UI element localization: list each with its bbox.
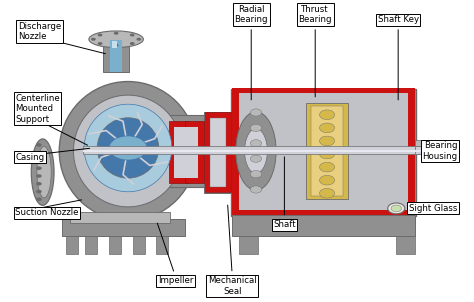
FancyBboxPatch shape bbox=[306, 103, 348, 199]
Circle shape bbox=[391, 205, 401, 212]
Circle shape bbox=[319, 110, 335, 120]
FancyBboxPatch shape bbox=[109, 235, 121, 254]
FancyBboxPatch shape bbox=[85, 235, 97, 254]
Text: Suction Nozzle: Suction Nozzle bbox=[15, 208, 79, 217]
Circle shape bbox=[91, 38, 96, 41]
FancyBboxPatch shape bbox=[396, 235, 415, 254]
FancyBboxPatch shape bbox=[210, 118, 226, 187]
FancyBboxPatch shape bbox=[232, 91, 415, 169]
FancyBboxPatch shape bbox=[415, 146, 438, 154]
FancyBboxPatch shape bbox=[112, 41, 117, 48]
Ellipse shape bbox=[89, 31, 143, 48]
Text: Sight Glass: Sight Glass bbox=[409, 204, 457, 213]
FancyBboxPatch shape bbox=[232, 215, 415, 236]
Ellipse shape bbox=[37, 146, 51, 198]
Circle shape bbox=[319, 149, 335, 159]
FancyBboxPatch shape bbox=[232, 210, 415, 215]
Circle shape bbox=[319, 123, 335, 133]
FancyBboxPatch shape bbox=[70, 212, 170, 223]
FancyBboxPatch shape bbox=[204, 112, 232, 193]
FancyBboxPatch shape bbox=[83, 150, 422, 152]
Text: Thrust
Bearing: Thrust Bearing bbox=[299, 5, 332, 24]
Circle shape bbox=[137, 38, 141, 41]
Circle shape bbox=[319, 188, 335, 198]
Ellipse shape bbox=[84, 104, 172, 192]
FancyBboxPatch shape bbox=[174, 127, 198, 178]
Circle shape bbox=[250, 186, 262, 193]
Circle shape bbox=[36, 159, 42, 162]
Circle shape bbox=[319, 175, 335, 185]
FancyBboxPatch shape bbox=[415, 140, 430, 146]
FancyBboxPatch shape bbox=[311, 106, 343, 196]
Text: Radial
Bearing: Radial Bearing bbox=[235, 5, 268, 24]
Text: Centerline
Mounted
Support: Centerline Mounted Support bbox=[15, 94, 60, 124]
Circle shape bbox=[36, 151, 42, 155]
Circle shape bbox=[36, 190, 42, 193]
Text: Discharge
Nozzle: Discharge Nozzle bbox=[18, 22, 61, 41]
Circle shape bbox=[114, 44, 118, 47]
Ellipse shape bbox=[59, 82, 197, 220]
Text: Bearing
Housing: Bearing Housing bbox=[422, 141, 457, 161]
Ellipse shape bbox=[31, 139, 54, 205]
FancyBboxPatch shape bbox=[185, 121, 204, 183]
FancyBboxPatch shape bbox=[232, 88, 239, 215]
Ellipse shape bbox=[245, 129, 267, 173]
FancyBboxPatch shape bbox=[110, 40, 122, 72]
FancyBboxPatch shape bbox=[239, 235, 258, 254]
Circle shape bbox=[250, 124, 262, 132]
FancyBboxPatch shape bbox=[408, 88, 415, 215]
Circle shape bbox=[98, 42, 102, 45]
Circle shape bbox=[36, 143, 42, 147]
Circle shape bbox=[388, 203, 405, 214]
Circle shape bbox=[36, 198, 42, 201]
FancyBboxPatch shape bbox=[231, 89, 416, 216]
Circle shape bbox=[98, 34, 102, 37]
Text: Shaft: Shaft bbox=[273, 220, 296, 230]
FancyBboxPatch shape bbox=[133, 235, 145, 254]
Circle shape bbox=[109, 136, 147, 160]
Circle shape bbox=[250, 170, 262, 178]
FancyBboxPatch shape bbox=[66, 235, 78, 254]
FancyBboxPatch shape bbox=[205, 112, 231, 192]
FancyBboxPatch shape bbox=[62, 219, 185, 236]
Circle shape bbox=[319, 162, 335, 172]
Text: Mechanical
Seal: Mechanical Seal bbox=[208, 276, 256, 296]
Circle shape bbox=[250, 109, 262, 116]
Ellipse shape bbox=[236, 112, 276, 190]
Text: Casing: Casing bbox=[15, 153, 44, 162]
FancyBboxPatch shape bbox=[83, 146, 422, 154]
FancyBboxPatch shape bbox=[103, 39, 129, 72]
Circle shape bbox=[114, 32, 118, 35]
Circle shape bbox=[250, 155, 262, 162]
FancyBboxPatch shape bbox=[169, 121, 188, 183]
FancyBboxPatch shape bbox=[232, 88, 415, 93]
Circle shape bbox=[36, 166, 42, 170]
Ellipse shape bbox=[97, 118, 159, 178]
FancyBboxPatch shape bbox=[233, 92, 414, 214]
Circle shape bbox=[36, 174, 42, 178]
Circle shape bbox=[130, 42, 135, 45]
Circle shape bbox=[319, 136, 335, 146]
Text: Impeller: Impeller bbox=[158, 276, 193, 285]
Ellipse shape bbox=[73, 95, 182, 207]
Circle shape bbox=[36, 182, 42, 186]
FancyBboxPatch shape bbox=[156, 235, 168, 254]
Circle shape bbox=[130, 34, 135, 37]
Text: Shaft Key: Shaft Key bbox=[378, 15, 419, 24]
Circle shape bbox=[250, 140, 262, 147]
FancyBboxPatch shape bbox=[168, 115, 209, 187]
